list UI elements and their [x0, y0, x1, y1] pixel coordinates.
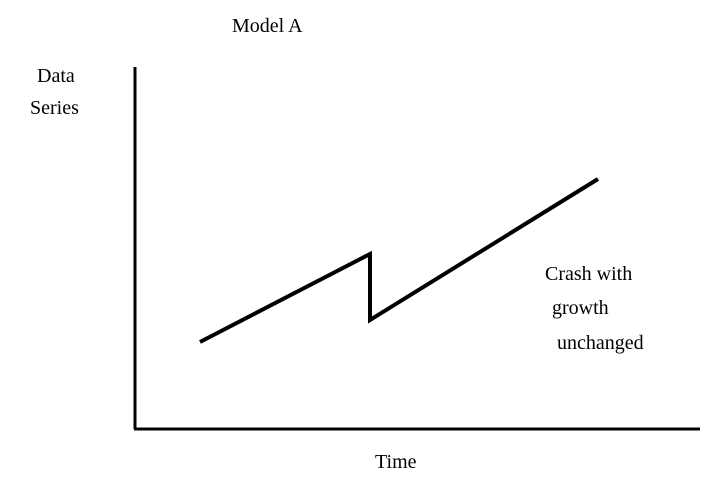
data-line [199, 177, 600, 344]
x-axis-label: Time [375, 451, 417, 473]
annotation-line: unchanged [557, 332, 644, 354]
annotation-line: Crash with [545, 263, 632, 285]
y-axis-label-line: Series [30, 97, 79, 119]
annotation-line: growth [552, 297, 609, 319]
title: Model A [232, 15, 303, 37]
y-axis-label-line: Data [37, 65, 75, 87]
